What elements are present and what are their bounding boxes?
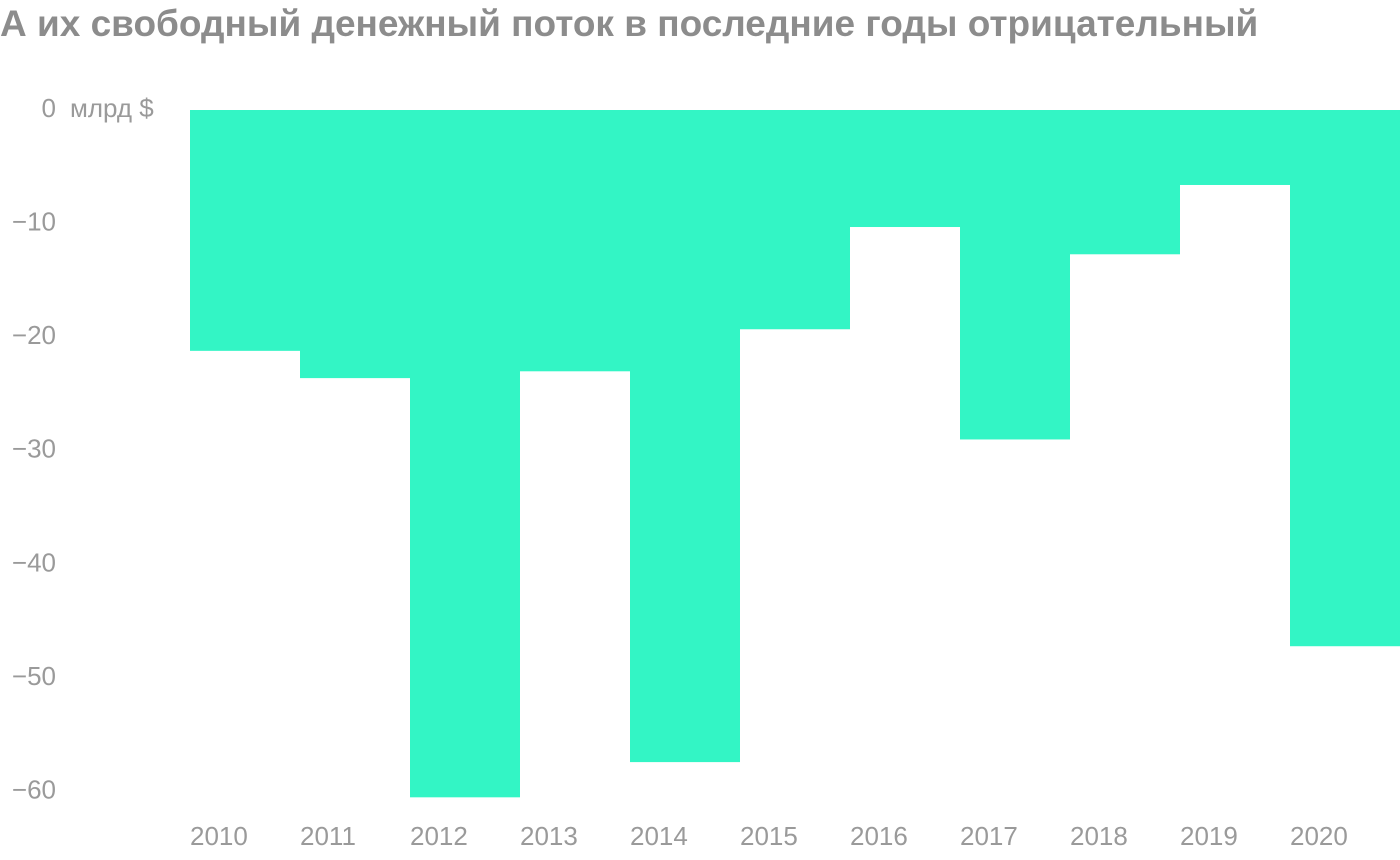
bar bbox=[410, 110, 520, 798]
bar bbox=[740, 110, 850, 330]
x-tick-label: 2019 bbox=[1180, 821, 1238, 851]
bar bbox=[850, 110, 960, 228]
bar bbox=[1290, 110, 1400, 647]
y-unit: млрд $ bbox=[70, 93, 154, 123]
bar bbox=[960, 110, 1070, 440]
x-tick-label: 2011 bbox=[300, 821, 356, 851]
x-tick-label: 2013 bbox=[520, 821, 578, 851]
chart-title: А их свободный денежный поток в последни… bbox=[0, 3, 1258, 44]
x-tick-label: 2015 bbox=[740, 821, 798, 851]
x-tick-label: 2020 bbox=[1290, 821, 1348, 851]
bar bbox=[520, 110, 630, 372]
y-tick-label: −20 bbox=[12, 320, 56, 350]
bar bbox=[300, 110, 410, 379]
y-tick-label: −30 bbox=[12, 434, 56, 464]
x-tick-label: 2018 bbox=[1070, 821, 1128, 851]
x-tick-label: 2010 bbox=[190, 821, 248, 851]
y-tick-label: −10 bbox=[12, 206, 56, 236]
bar bbox=[630, 110, 740, 763]
x-tick-label: 2014 bbox=[630, 821, 688, 851]
x-tick-label: 2016 bbox=[850, 821, 908, 851]
bar bbox=[1180, 110, 1290, 185]
y-tick-label: 0 bbox=[42, 93, 56, 123]
bar bbox=[190, 110, 300, 351]
bar bbox=[1070, 110, 1180, 255]
y-tick-label: −40 bbox=[12, 547, 56, 577]
x-tick-label: 2012 bbox=[410, 821, 468, 851]
y-tick-label: −50 bbox=[12, 661, 56, 691]
y-tick-label: −60 bbox=[12, 775, 56, 805]
x-tick-label: 2017 bbox=[960, 821, 1018, 851]
